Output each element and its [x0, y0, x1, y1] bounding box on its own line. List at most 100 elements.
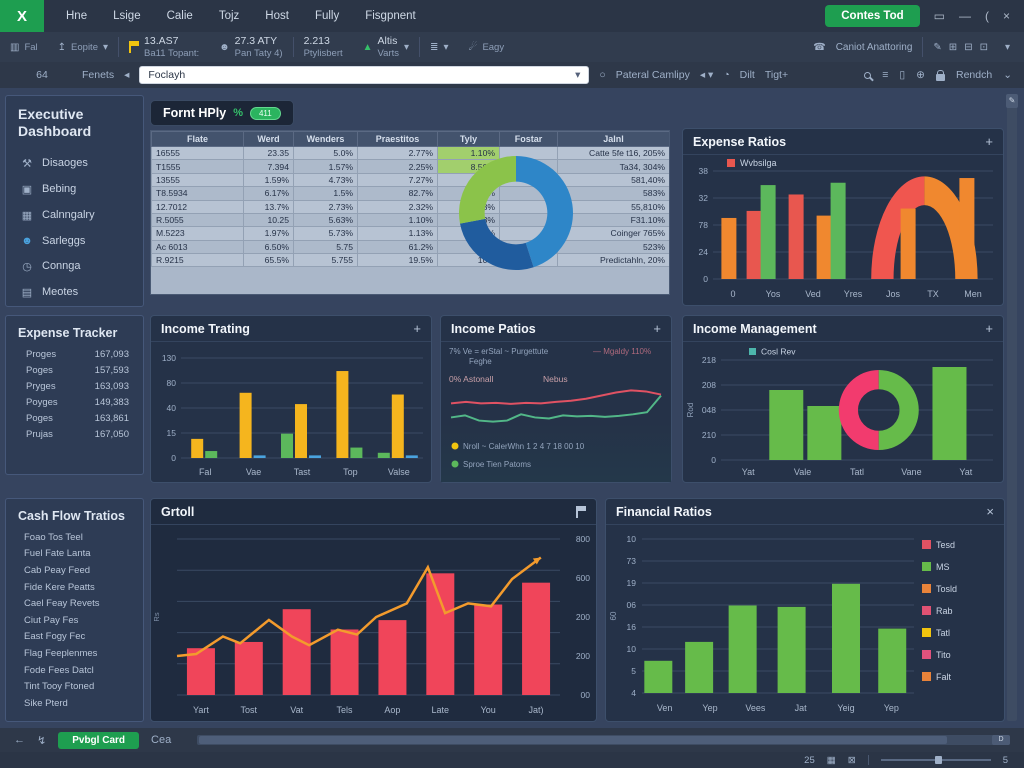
table-cell[interactable]: 1.13%	[357, 226, 438, 241]
back-arrow-icon[interactable]: ←	[14, 734, 25, 746]
table-cell[interactable]: 82.7%	[357, 186, 438, 201]
table-cell[interactable]: 5.75	[293, 239, 358, 255]
menu-item-4[interactable]: Tojz	[218, 10, 240, 22]
table-cell[interactable]: 8.50%	[437, 159, 500, 174]
close-icon[interactable]: ×	[1002, 9, 1010, 23]
sidebar-item-bebing[interactable]: ▣ Bebing	[12, 180, 137, 199]
table-cell[interactable]: 2.73%	[293, 199, 358, 214]
grid-view-icon[interactable]: ▦	[826, 754, 836, 766]
scroll-edit-icon[interactable]: ✎	[1006, 94, 1018, 108]
ribbon-icon-4[interactable]: ⊡	[979, 41, 988, 53]
table-cell[interactable]: M.5223	[151, 226, 244, 241]
table-cell[interactable]: 2.32%	[357, 199, 438, 214]
table-cell[interactable]: 19%	[437, 186, 500, 201]
fenets-label[interactable]: Fenets	[82, 69, 115, 81]
table-cell[interactable]: 13.7%	[243, 199, 294, 214]
cash-flow-item[interactable]: Cael Feay Revets	[24, 598, 100, 610]
restore-icon[interactable]: ▭	[933, 9, 945, 23]
table-cell[interactable]: 3%	[437, 199, 500, 214]
sheet-tab-active[interactable]: Pvbgl Card	[58, 731, 140, 749]
table-cell[interactable]	[499, 186, 558, 201]
table-cell[interactable]	[499, 199, 558, 214]
table-cell[interactable]: 10%	[437, 252, 500, 268]
table-cell[interactable]: 523%	[557, 239, 669, 255]
document-icon[interactable]: ▯	[899, 69, 906, 81]
tracker-row[interactable]: Poyges 149,383	[6, 394, 143, 410]
vertical-scrollbar[interactable]: ✎	[1006, 94, 1018, 721]
menu-item-5[interactable]: Host	[265, 10, 289, 22]
table-cell[interactable]: 1.10%	[437, 145, 500, 161]
cash-flow-item[interactable]: Fide Kere Peatts	[24, 581, 95, 593]
table-cell[interactable]: 10.25	[243, 212, 294, 228]
table-cell[interactable]: 15%	[437, 172, 500, 188]
sheet-header[interactable]: Fornt HPly % 411	[150, 100, 294, 126]
column-header[interactable]: Jalnl	[557, 131, 669, 147]
move-icon[interactable]: +	[985, 134, 993, 149]
table-cell[interactable]: Predictahln, 20%	[557, 252, 669, 268]
table-cell[interactable]: 7.394	[243, 159, 294, 174]
table-cell[interactable]: 2.25%	[357, 159, 438, 174]
table-cell[interactable]: 13555	[151, 172, 244, 188]
cash-flow-item[interactable]: Foao Tos Teel	[24, 531, 83, 543]
table-cell[interactable]: 1.97%	[243, 226, 294, 241]
dilt-label[interactable]: Dilt	[739, 69, 755, 81]
search-icon[interactable]	[864, 71, 872, 79]
pateral-radio-icon[interactable]: ○	[599, 69, 606, 81]
table-cell[interactable]: 19.5%	[357, 252, 438, 268]
ribbon-group-ptylisbert[interactable]: 2.213 Ptylisbert	[303, 34, 343, 59]
layout-view-icon[interactable]: ⊠	[847, 754, 856, 766]
ribbon-group-list[interactable]: ≣ ▾	[420, 42, 458, 53]
column-header[interactable]: Flate	[151, 131, 244, 147]
column-header[interactable]: Fostar	[499, 131, 558, 147]
sidebar-item-calnngalry[interactable]: ▦ Calnngalry	[12, 206, 137, 225]
cash-flow-item[interactable]: Tint Tooy Ftoned	[24, 681, 95, 693]
close-icon[interactable]: ×	[986, 504, 994, 519]
table-cell[interactable]: 3%	[437, 212, 500, 228]
table-cell[interactable]	[499, 239, 558, 255]
name-box[interactable]: 64	[36, 69, 48, 81]
ribbon-group-varts[interactable]: ▲ Altis Varts ▾	[362, 34, 410, 59]
chevron-left-icon[interactable]: ◂	[124, 69, 130, 81]
app-logo-icon[interactable]: X	[0, 0, 44, 32]
ribbon-icon-3[interactable]: ⊟	[964, 41, 973, 53]
table-cell[interactable]	[499, 226, 558, 241]
cea-label[interactable]: Cea	[151, 734, 172, 746]
table-cell[interactable]: 2%	[437, 239, 500, 255]
sidebar-item-sarleggs[interactable]: ☻ Sarleggs	[12, 232, 137, 250]
tracker-row[interactable]: Pryges 163,093	[6, 378, 143, 394]
table-cell[interactable]: 1.5%	[293, 186, 358, 201]
table-cell[interactable]: 1.57%	[293, 159, 358, 174]
table-cell[interactable]	[499, 159, 558, 174]
rendch-label[interactable]: Rendch	[955, 69, 993, 81]
menu-item-7[interactable]: Fisgpnent	[365, 10, 416, 22]
table-cell[interactable]: 5.73%	[293, 226, 358, 241]
move-icon[interactable]: +	[985, 321, 993, 336]
scrollbar-end-button[interactable]: D	[992, 735, 1010, 745]
column-header[interactable]: Werd	[243, 131, 294, 147]
ribbon-group-eopite[interactable]: ↥ Eopite ▾	[57, 41, 109, 53]
horizontal-scrollbar-thumb[interactable]	[199, 736, 947, 744]
table-cell[interactable]: Ac 6013	[151, 239, 244, 255]
column-header[interactable]: Tyly	[437, 131, 500, 147]
globe-icon[interactable]: ⊕	[916, 69, 925, 81]
dilt-clock-icon[interactable]: ◔	[723, 69, 730, 81]
table-cell[interactable]: 16555	[151, 145, 244, 161]
table-cell[interactable]: 5.755	[293, 252, 358, 268]
menu-icon[interactable]: ≡	[882, 69, 889, 81]
minimize-icon[interactable]: —	[958, 9, 971, 23]
zoom-slider-handle[interactable]	[934, 756, 942, 764]
flag-icon[interactable]	[576, 505, 586, 518]
table-cell[interactable]: Coinger 765%	[557, 226, 669, 241]
column-header[interactable]: Wenders	[293, 131, 358, 147]
pateral-label[interactable]: Pateral Camlipy	[615, 69, 690, 81]
formula-input[interactable]: Foclayh ▾	[139, 66, 590, 84]
table-cell[interactable]: 4.73%	[293, 172, 358, 188]
menu-item-2[interactable]: Lsige	[113, 10, 141, 22]
cash-flow-item[interactable]: Flag Feeplenmes	[24, 647, 98, 659]
table-cell[interactable]: 5%	[437, 226, 500, 241]
table-cell[interactable]: 1.10%	[357, 212, 438, 228]
cash-flow-item[interactable]: Ciut Pay Fes	[24, 614, 79, 626]
contact-button[interactable]: Contes Tod	[825, 5, 920, 27]
cash-flow-item[interactable]: Cab Peay Feed	[24, 564, 91, 576]
table-cell[interactable]: 7.27%	[357, 172, 438, 188]
